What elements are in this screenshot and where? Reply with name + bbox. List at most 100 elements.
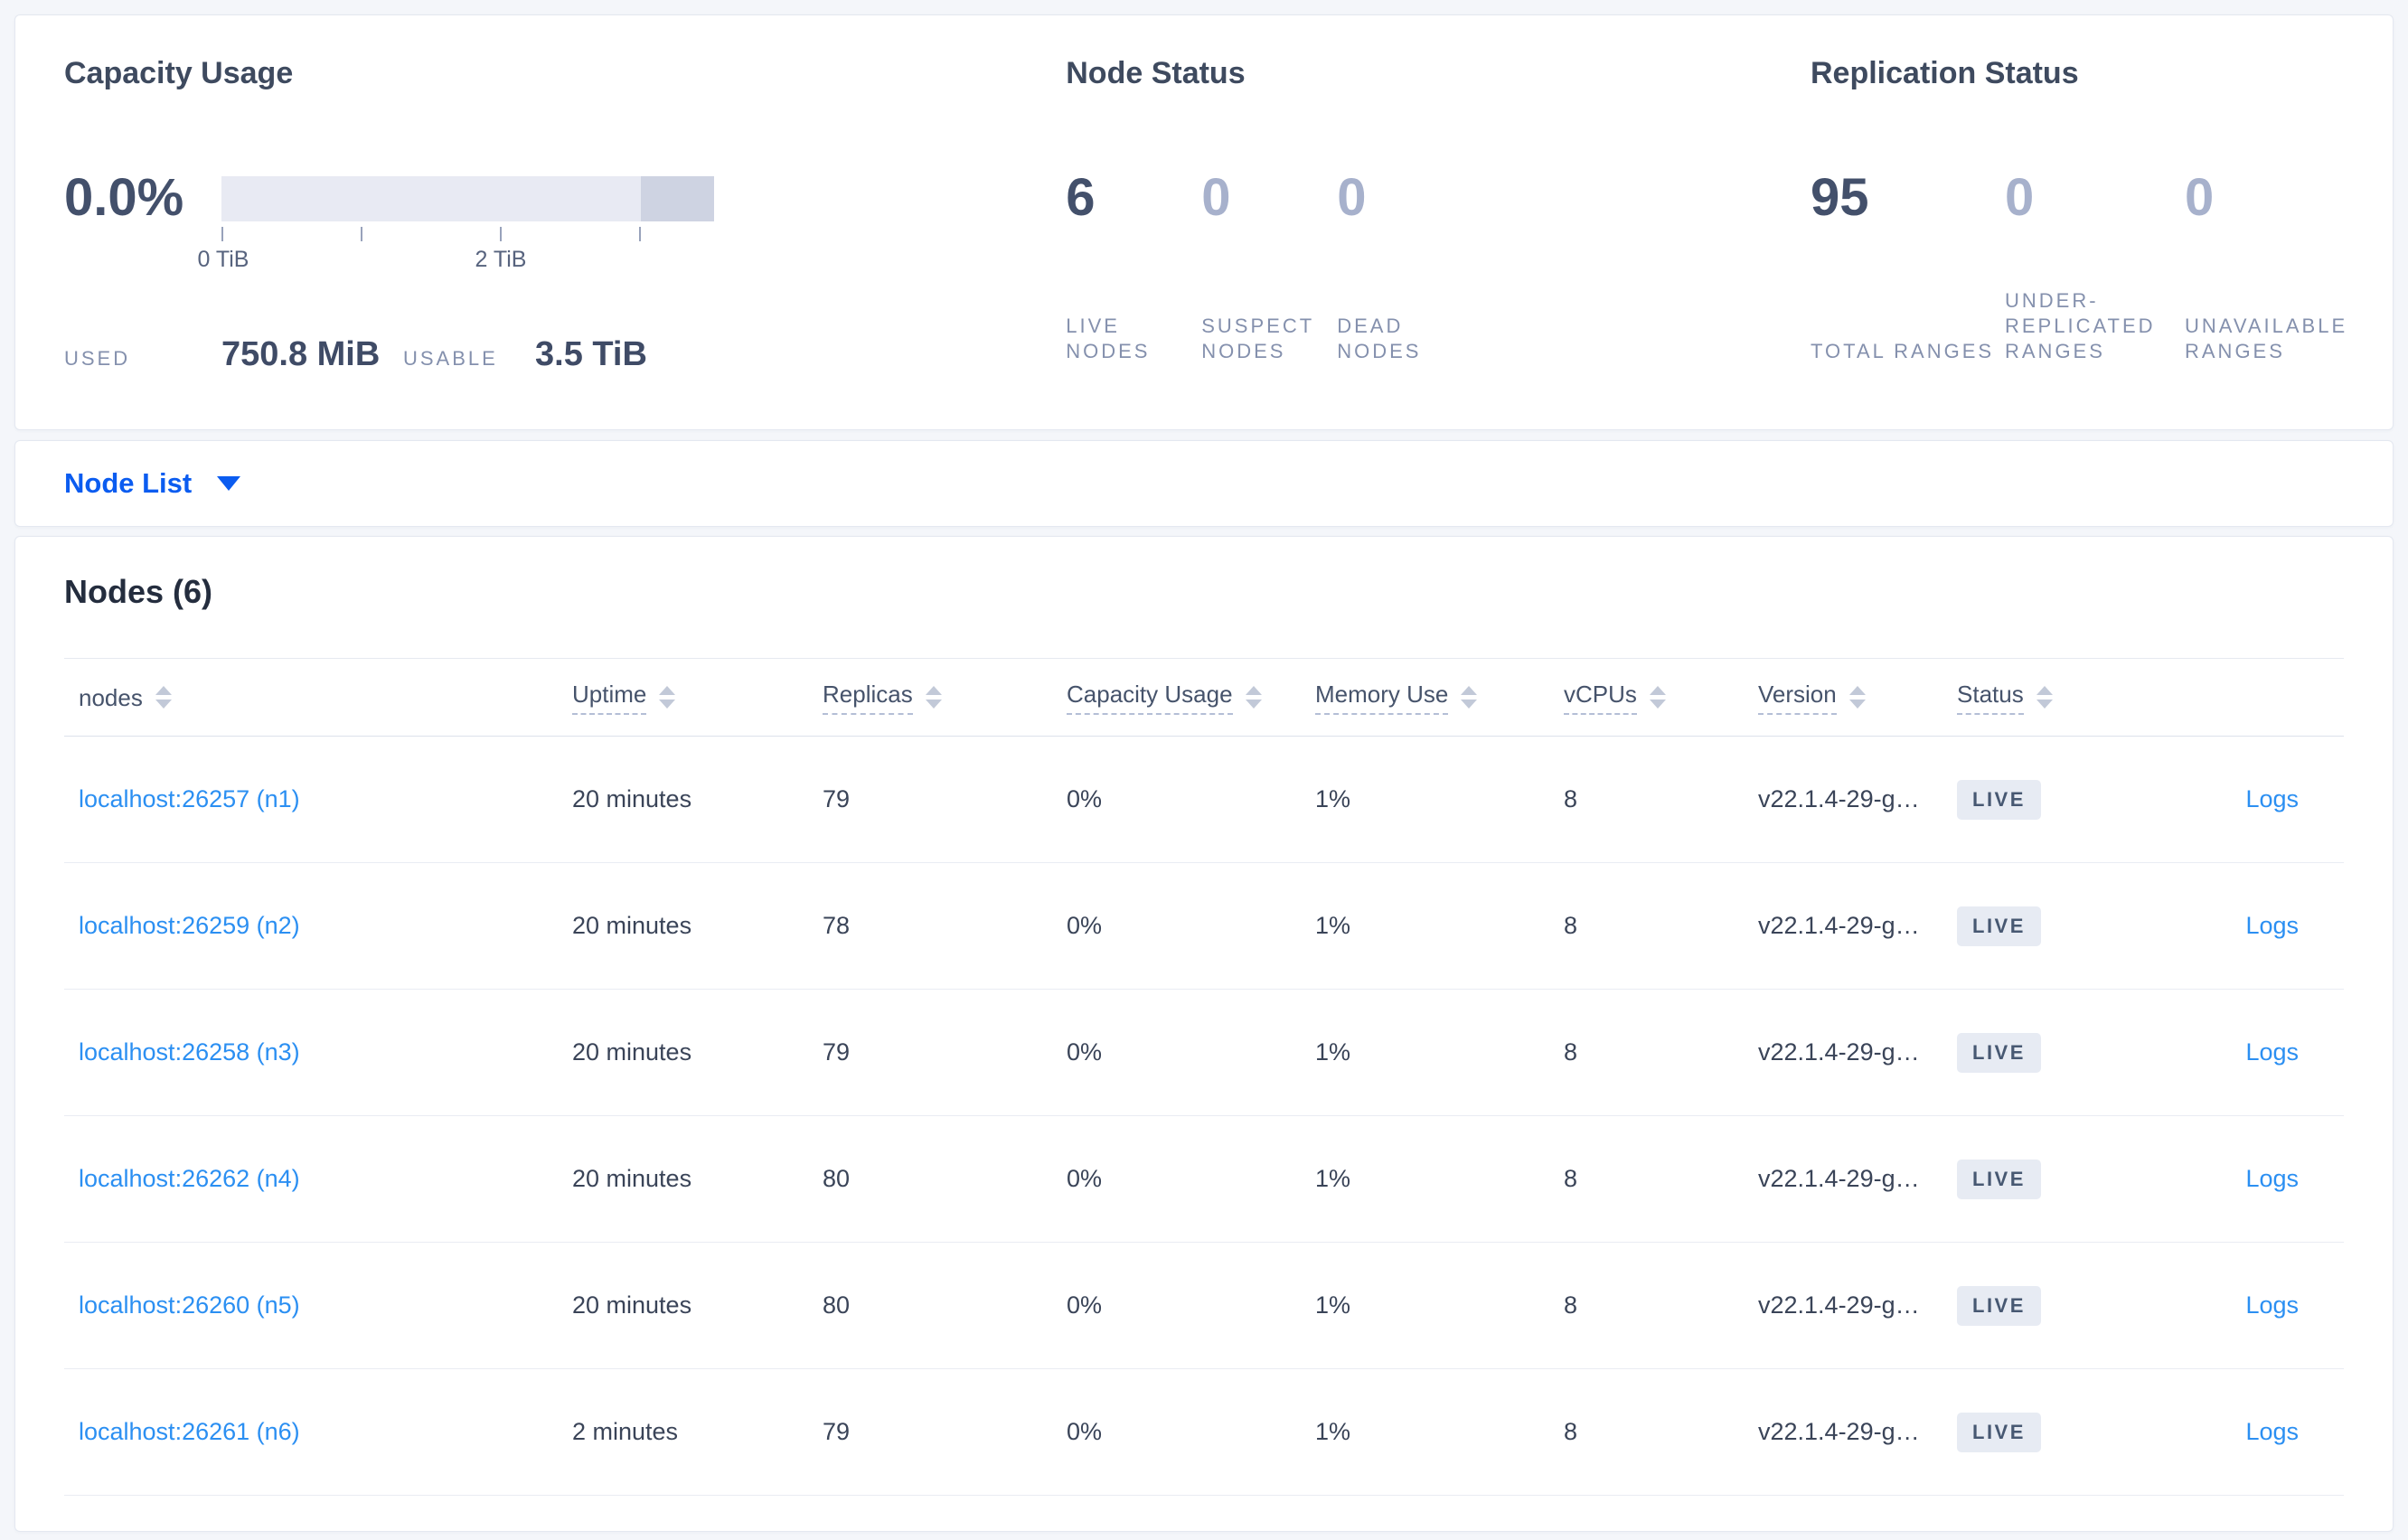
replicas-cell: 79	[823, 1038, 851, 1066]
logs-link[interactable]: Logs	[2245, 1165, 2299, 1192]
total-ranges-value: 95	[1811, 168, 1869, 227]
chevron-down-icon	[217, 476, 241, 491]
unavailable-ranges-value: 0	[2185, 168, 2215, 227]
capacity-usage-title: Capacity Usage	[64, 56, 294, 90]
capacity-percent-value: 0.0%	[64, 168, 184, 227]
node-address-link[interactable]: localhost:26261 (n6)	[79, 1418, 300, 1445]
sort-icon	[1245, 686, 1262, 709]
axis-tick	[639, 227, 641, 241]
column-header-vcpus[interactable]: vCPUs	[1564, 681, 1758, 715]
logs-link[interactable]: Logs	[2245, 785, 2299, 812]
sort-icon	[1848, 686, 1866, 709]
view-selector-bar: Node List	[14, 440, 2394, 527]
column-header-memory-use[interactable]: Memory Use	[1315, 681, 1564, 715]
replicas-cell: 80	[823, 1291, 851, 1319]
table-row: localhost:26261 (n6) 2 minutes 79 0% 1% …	[64, 1369, 2344, 1496]
used-value: 750.8 MiB	[221, 335, 381, 373]
version-cell: v22.1.4-29-g…	[1758, 1291, 1920, 1319]
sort-icon	[1649, 686, 1666, 709]
capacity-bar-track	[221, 176, 714, 221]
version-cell: v22.1.4-29-g…	[1758, 1165, 1920, 1192]
uptime-cell: 20 minutes	[572, 1291, 692, 1319]
total-ranges-label: TOTAL RANGES	[1811, 340, 1995, 362]
logs-link[interactable]: Logs	[2245, 1291, 2299, 1319]
node-address-link[interactable]: localhost:26258 (n3)	[79, 1038, 300, 1066]
uptime-cell: 2 minutes	[572, 1418, 679, 1445]
node-address-link[interactable]: localhost:26259 (n2)	[79, 912, 300, 939]
status-badge: LIVE	[1957, 1412, 2041, 1452]
sort-icon	[2036, 686, 2053, 709]
replicas-cell: 79	[823, 1418, 851, 1445]
unavailable-ranges-label: UNAVAILABLE RANGES	[2185, 315, 2348, 362]
dead-nodes-label: DEAD NODES	[1337, 315, 1422, 362]
column-header-capacity-usage[interactable]: Capacity Usage	[1067, 681, 1315, 715]
live-nodes-label: LIVE NODES	[1066, 315, 1151, 362]
live-nodes-value: 6	[1066, 168, 1096, 227]
uptime-cell: 20 minutes	[572, 912, 692, 939]
suspect-nodes-label: SUSPECT NODES	[1201, 315, 1314, 362]
logs-link[interactable]: Logs	[2245, 1418, 2299, 1445]
node-list-dropdown[interactable]: Node List	[64, 467, 241, 500]
usable-label: USABLE	[403, 347, 498, 370]
version-cell: v22.1.4-29-g…	[1758, 912, 1920, 939]
node-address-link[interactable]: localhost:26257 (n1)	[79, 785, 300, 812]
nodes-table: nodes Uptime Replicas Capacity Usage Mem…	[64, 658, 2344, 1496]
axis-tick-label: 0 TiB	[197, 247, 249, 272]
capacity-usage-cell: 0%	[1067, 1038, 1103, 1066]
memory-use-cell: 1%	[1315, 912, 1351, 939]
logs-link[interactable]: Logs	[2245, 1038, 2299, 1066]
capacity-usage-cell: 0%	[1067, 1291, 1103, 1319]
logs-link[interactable]: Logs	[2245, 912, 2299, 939]
axis-tick	[361, 227, 362, 241]
column-header-status[interactable]: Status	[1957, 681, 2176, 715]
axis-tick	[500, 227, 502, 241]
column-header-uptime[interactable]: Uptime	[572, 681, 823, 715]
table-row: localhost:26258 (n3) 20 minutes 79 0% 1%…	[64, 990, 2344, 1116]
memory-use-cell: 1%	[1315, 1165, 1351, 1192]
used-label: USED	[64, 347, 131, 370]
axis-tick-label: 2 TiB	[475, 247, 527, 272]
vcpus-cell: 8	[1564, 1165, 1578, 1192]
column-header-replicas[interactable]: Replicas	[823, 681, 1067, 715]
column-header-version[interactable]: Version	[1758, 681, 1957, 715]
status-badge: LIVE	[1957, 906, 2041, 946]
vcpus-cell: 8	[1564, 1418, 1578, 1445]
dead-nodes-value: 0	[1337, 168, 1367, 227]
capacity-usage-cell: 0%	[1067, 785, 1103, 812]
table-row: localhost:26260 (n5) 20 minutes 80 0% 1%…	[64, 1243, 2344, 1369]
status-badge: LIVE	[1957, 1285, 2041, 1326]
suspect-nodes-value: 0	[1201, 168, 1231, 227]
table-row: localhost:26259 (n2) 20 minutes 78 0% 1%…	[64, 863, 2344, 990]
sort-icon	[1461, 686, 1478, 709]
replicas-cell: 80	[823, 1165, 851, 1192]
table-row: localhost:26257 (n1) 20 minutes 79 0% 1%…	[64, 737, 2344, 863]
node-address-link[interactable]: localhost:26262 (n4)	[79, 1165, 300, 1192]
status-badge: LIVE	[1957, 1032, 2041, 1073]
vcpus-cell: 8	[1564, 912, 1578, 939]
uptime-cell: 20 minutes	[572, 785, 692, 812]
nodes-table-panel: Nodes (6) nodes Uptime Replicas Capacity…	[14, 536, 2394, 1532]
column-header-nodes[interactable]: nodes	[79, 684, 572, 711]
uptime-cell: 20 minutes	[572, 1038, 692, 1066]
replication-status-section: Replication Status 95 0 0 TOTAL RANGES U…	[1811, 15, 2393, 429]
capacity-bar-reserved-segment	[641, 176, 714, 221]
nodes-table-header: nodes Uptime Replicas Capacity Usage Mem…	[64, 659, 2344, 737]
capacity-usage-cell: 0%	[1067, 1418, 1103, 1445]
capacity-usage-section: Capacity Usage 0.0% 0 TiB 2 TiB USED 750…	[64, 15, 1066, 429]
node-status-section: Node Status 6 0 0 LIVE NODES SUSPECT NOD…	[1066, 15, 1811, 429]
axis-tick	[221, 227, 223, 241]
vcpus-cell: 8	[1564, 785, 1578, 812]
table-row: localhost:26262 (n4) 20 minutes 80 0% 1%…	[64, 1116, 2344, 1243]
under-replicated-ranges-value: 0	[2005, 168, 2035, 227]
memory-use-cell: 1%	[1315, 785, 1351, 812]
sort-icon	[925, 686, 942, 709]
version-cell: v22.1.4-29-g…	[1758, 1038, 1920, 1066]
memory-use-cell: 1%	[1315, 1038, 1351, 1066]
replication-status-title: Replication Status	[1811, 56, 2079, 90]
node-address-link[interactable]: localhost:26260 (n5)	[79, 1291, 300, 1319]
version-cell: v22.1.4-29-g…	[1758, 785, 1920, 812]
vcpus-cell: 8	[1564, 1038, 1578, 1066]
status-badge: LIVE	[1957, 1159, 2041, 1199]
version-cell: v22.1.4-29-g…	[1758, 1418, 1920, 1445]
replicas-cell: 79	[823, 785, 851, 812]
